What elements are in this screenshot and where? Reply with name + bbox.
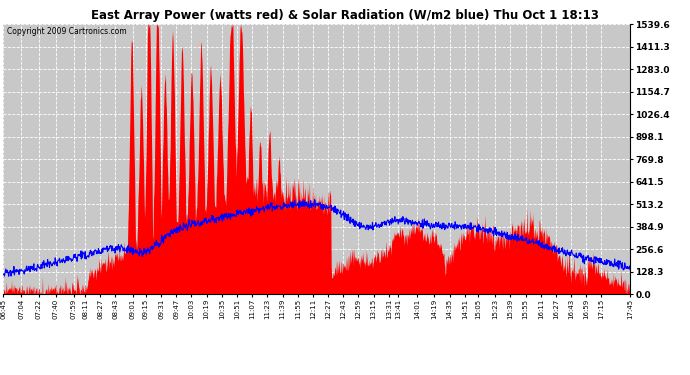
Text: Copyright 2009 Cartronics.com: Copyright 2009 Cartronics.com [7, 27, 126, 36]
Text: East Array Power (watts red) & Solar Radiation (W/m2 blue) Thu Oct 1 18:13: East Array Power (watts red) & Solar Rad… [91, 9, 599, 22]
